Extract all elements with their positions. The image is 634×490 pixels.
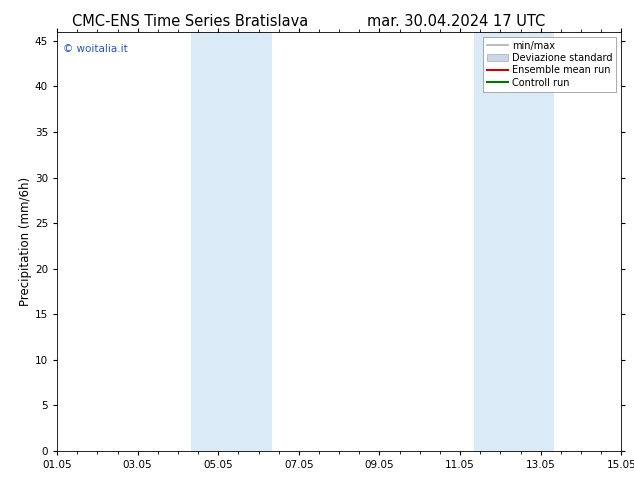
- Text: © woitalia.it: © woitalia.it: [63, 45, 127, 54]
- Y-axis label: Precipitation (mm/6h): Precipitation (mm/6h): [19, 177, 32, 306]
- Text: CMC-ENS Time Series Bratislava: CMC-ENS Time Series Bratislava: [72, 14, 308, 29]
- Bar: [191, 32, 272, 451]
- Text: mar. 30.04.2024 17 UTC: mar. 30.04.2024 17 UTC: [367, 14, 546, 29]
- Bar: [474, 32, 554, 451]
- Legend: min/max, Deviazione standard, Ensemble mean run, Controll run: min/max, Deviazione standard, Ensemble m…: [483, 37, 616, 92]
